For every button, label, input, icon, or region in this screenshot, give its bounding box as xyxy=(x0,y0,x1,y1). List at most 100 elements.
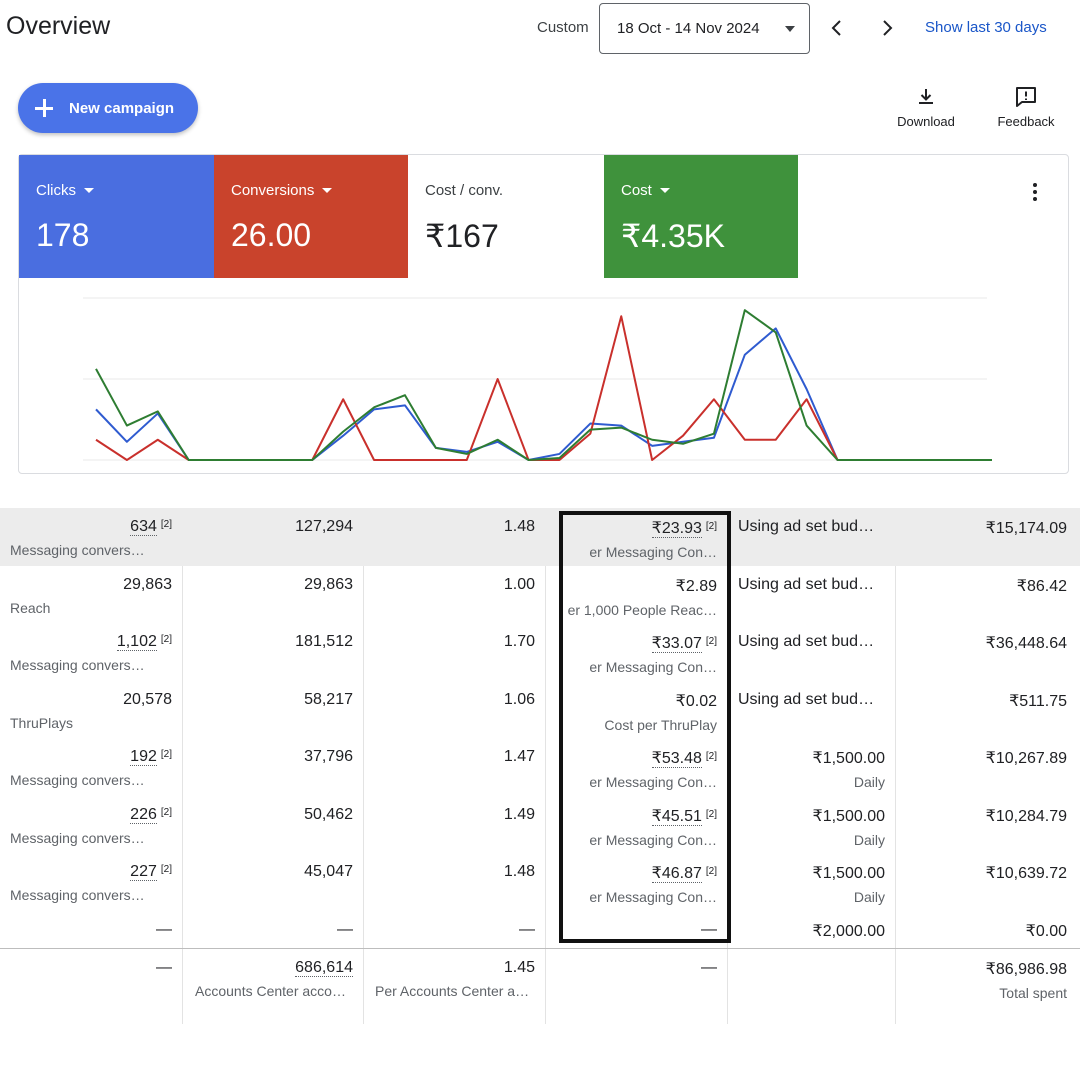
table-cell: — xyxy=(363,911,545,969)
cell-value: ₹10,639.72 xyxy=(895,863,1067,883)
table-cell: — xyxy=(545,949,727,1024)
scorecard-label: Cost xyxy=(621,182,652,199)
cell-subtext: Messaging convers… xyxy=(10,542,145,558)
table-cell: 181,512 xyxy=(182,623,363,681)
column-divider xyxy=(182,508,183,1024)
scorecard-conversions[interactable]: Conversions 26.00 xyxy=(214,155,408,278)
cell-value[interactable]: 226 [2] xyxy=(0,805,172,824)
download-button[interactable]: Download xyxy=(892,86,960,129)
scorecard-cost-per-conversion[interactable]: Cost / conv. ₹167 xyxy=(408,155,604,278)
cell-value[interactable]: 192 [2] xyxy=(0,748,172,766)
scorecard-label: Cost / conv. xyxy=(425,182,504,199)
cell-value-text: ₹1,500.00 xyxy=(812,865,885,882)
table-row[interactable]: 227 [2] Messaging convers… 45,047 1.48 ₹46.87… xyxy=(0,853,1080,911)
column-divider xyxy=(363,508,364,1024)
scorecard-value: ₹4.35K xyxy=(621,218,725,254)
footnote-marker: [2] xyxy=(160,634,172,645)
cell-value-text: ₹86,986.98 xyxy=(985,961,1067,978)
date-range-value: 18 Oct - 14 Nov 2024 xyxy=(617,20,760,37)
cell-value-text: 1.48 xyxy=(503,518,535,535)
cell-value[interactable]: ₹23.93 [2] xyxy=(545,518,717,538)
cell-value: ₹86.42 xyxy=(895,576,1067,596)
cell-value: 58,217 xyxy=(182,691,353,709)
table-cell: ₹0.00 xyxy=(895,911,1080,969)
table-row[interactable]: 226 [2] Messaging convers… 50,462 1.49 ₹45.51… xyxy=(0,796,1080,854)
table-row[interactable]: — — — — ₹2,000.00 ₹0.00 xyxy=(0,911,1080,969)
cell-value-text: 1.06 xyxy=(503,690,535,708)
table-cell: 1.48 xyxy=(363,508,545,566)
cell-value: 1.70 xyxy=(363,633,535,651)
cell-value-text: 1.45 xyxy=(503,959,535,976)
table-cell: 50,462 xyxy=(182,796,363,854)
cell-value[interactable]: 686,614 xyxy=(182,959,353,977)
chevron-down-icon xyxy=(322,188,333,193)
download-label: Download xyxy=(897,114,955,129)
scorecard-cost[interactable]: Cost ₹4.35K xyxy=(604,155,798,278)
cell-value: — xyxy=(545,959,717,977)
table-row[interactable]: 29,863 Reach 29,863 1.00 ₹2.89 er 1,000 Peopl… xyxy=(0,566,1080,624)
show-last-30-days-link[interactable]: Show last 30 days xyxy=(925,19,1047,36)
footnote-marker: [2] xyxy=(705,636,717,647)
cell-value[interactable]: 227 [2] xyxy=(0,863,172,881)
date-range-type-label: Custom xyxy=(537,19,589,36)
cell-value[interactable]: 634 [2] xyxy=(0,518,172,536)
plus-icon xyxy=(35,99,53,117)
table-row[interactable]: 20,578 ThruPlays 58,217 1.06 ₹0.02 Cost per T… xyxy=(0,681,1080,739)
more-options-icon[interactable] xyxy=(1032,183,1038,203)
feedback-icon xyxy=(1016,87,1036,107)
new-campaign-button[interactable]: New campaign xyxy=(18,83,198,133)
cell-value[interactable]: ₹46.87 [2] xyxy=(545,863,717,883)
table-cell: 1.49 xyxy=(363,796,545,854)
table-cell: Using ad set bud… xyxy=(727,566,895,624)
cell-value: — xyxy=(545,921,717,939)
table-cell: 58,217 xyxy=(182,681,363,739)
cell-value-text: — xyxy=(519,920,535,938)
feedback-button[interactable]: Feedback xyxy=(992,86,1060,129)
cell-value: ₹1,500.00 xyxy=(727,863,885,883)
cell-value: 37,796 xyxy=(182,748,353,766)
cell-value: 1.00 xyxy=(363,576,535,594)
cell-value: 1.48 xyxy=(363,863,535,881)
table-row[interactable]: 192 [2] Messaging convers… 37,796 1.47 ₹53.48… xyxy=(0,738,1080,796)
chevron-down-icon xyxy=(84,188,94,193)
table-row[interactable]: 1,102 [2] Messaging convers… 181,512 1.70 ₹33… xyxy=(0,623,1080,681)
table-cell: ₹86,986.98 Total spent xyxy=(895,949,1080,1024)
date-range-select[interactable]: 18 Oct - 14 Nov 2024 xyxy=(599,3,810,54)
cell-value-text: 192 xyxy=(130,748,157,766)
table-row[interactable]: 634 [2] Messaging convers… 127,294 1.48 ₹23.9… xyxy=(0,508,1080,566)
table-cell: ₹36,448.64 xyxy=(895,623,1080,681)
cell-value-text: Using ad set bud… xyxy=(738,690,875,708)
cell-value-text: 226 xyxy=(130,805,157,824)
cell-value-text: 1.49 xyxy=(503,805,535,823)
cell-value-text: — xyxy=(701,920,717,938)
cell-value: 29,863 xyxy=(182,576,353,594)
highlight-box xyxy=(559,511,731,943)
cell-subtext: Per Accounts Center a… xyxy=(375,983,530,999)
cell-value[interactable]: ₹45.51 [2] xyxy=(545,806,717,826)
cell-subtext: Daily xyxy=(853,831,885,848)
previous-period-button[interactable] xyxy=(827,16,847,40)
cell-subtext: Cost per ThruPlay xyxy=(604,716,717,733)
next-period-button[interactable] xyxy=(877,16,897,40)
scorecard-value: 178 xyxy=(36,217,90,253)
table-cell: Using ad set bud… xyxy=(727,623,895,681)
table-cell: — xyxy=(545,911,727,969)
footnote-marker: [2] xyxy=(160,864,172,875)
scorecard-clicks[interactable]: Clicks 178 xyxy=(19,155,214,278)
table-cell: ₹0.02 Cost per ThruPlay xyxy=(545,681,727,739)
chart-series-line-1 xyxy=(95,315,992,461)
cell-value[interactable]: ₹33.07 [2] xyxy=(545,633,717,653)
cell-value-text: 1.47 xyxy=(503,748,535,765)
cell-value: ₹511.75 xyxy=(895,691,1067,711)
table-cell: 686,614 Accounts Center acco… xyxy=(182,949,363,1024)
table-cell: 37,796 xyxy=(182,738,363,796)
new-campaign-label: New campaign xyxy=(69,99,175,117)
cell-value: ₹0.00 xyxy=(895,921,1067,941)
cell-value: 1.47 xyxy=(363,748,535,766)
cell-value-text: — xyxy=(337,920,353,938)
chart-series-line-2 xyxy=(95,309,992,461)
footnote-marker: [2] xyxy=(160,519,172,530)
cell-value[interactable]: ₹53.48 [2] xyxy=(545,748,717,768)
table-cell: ₹10,284.79 xyxy=(895,796,1080,854)
cell-value[interactable]: 1,102 [2] xyxy=(0,633,172,651)
